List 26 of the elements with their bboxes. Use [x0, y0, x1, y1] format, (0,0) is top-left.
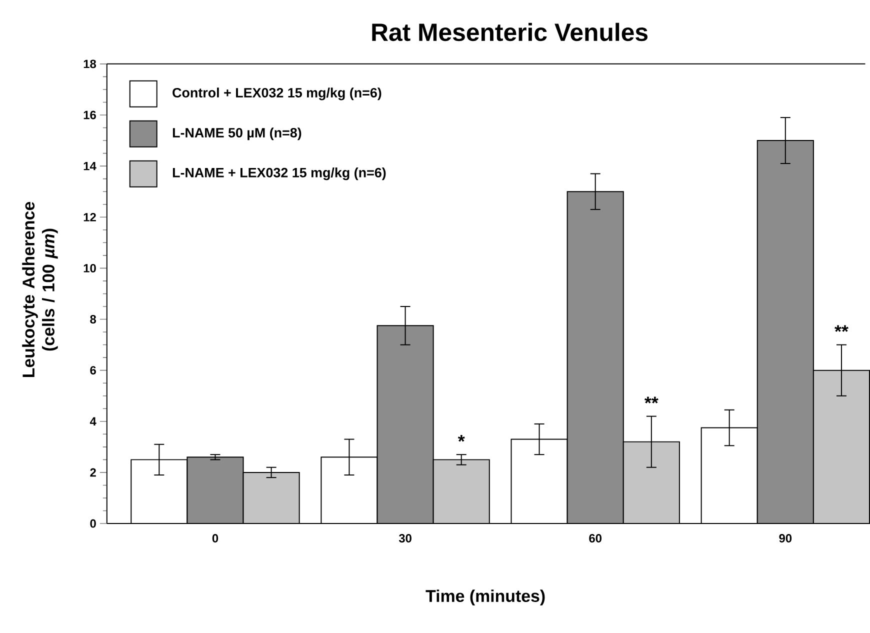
y-tick-label: 16 [84, 110, 96, 120]
y-tick-label: 18 [84, 60, 96, 68]
chart-title: Rat Mesenteric Venules [372, 22, 648, 41]
y-tick-label: 4 [90, 417, 96, 426]
bar [623, 442, 680, 524]
bar [243, 472, 300, 524]
y-tick-label: 14 [84, 162, 96, 170]
annotation: * [458, 434, 465, 442]
x-tick-label: 90 [779, 534, 792, 542]
bar [433, 459, 490, 524]
y-tick-label: 8 [90, 314, 96, 324]
x-axis-title: Time (minutes) [426, 589, 545, 606]
y-tick-label: 0 [90, 519, 96, 528]
annotation: ** [834, 325, 848, 332]
legend-label: L-NAME 50 µM (n=8) [172, 127, 302, 140]
y-tick-label: 2 [90, 468, 96, 476]
x-tick-label: 0 [212, 534, 218, 542]
x-tick-label: 30 [398, 534, 412, 542]
legend-label: L-NAME + LEX032 15 mg/kg (n=6) [172, 167, 386, 180]
y-tick-label: 10 [84, 264, 96, 272]
y-tick-label: 12 [84, 212, 96, 222]
annotation: ** [644, 396, 658, 404]
y-tick-label: 6 [90, 366, 96, 374]
legend-label: Control + LEX032 15 mg/kg (n=6) [172, 87, 382, 100]
bar [812, 370, 870, 524]
x-tick-label: 60 [589, 534, 602, 542]
